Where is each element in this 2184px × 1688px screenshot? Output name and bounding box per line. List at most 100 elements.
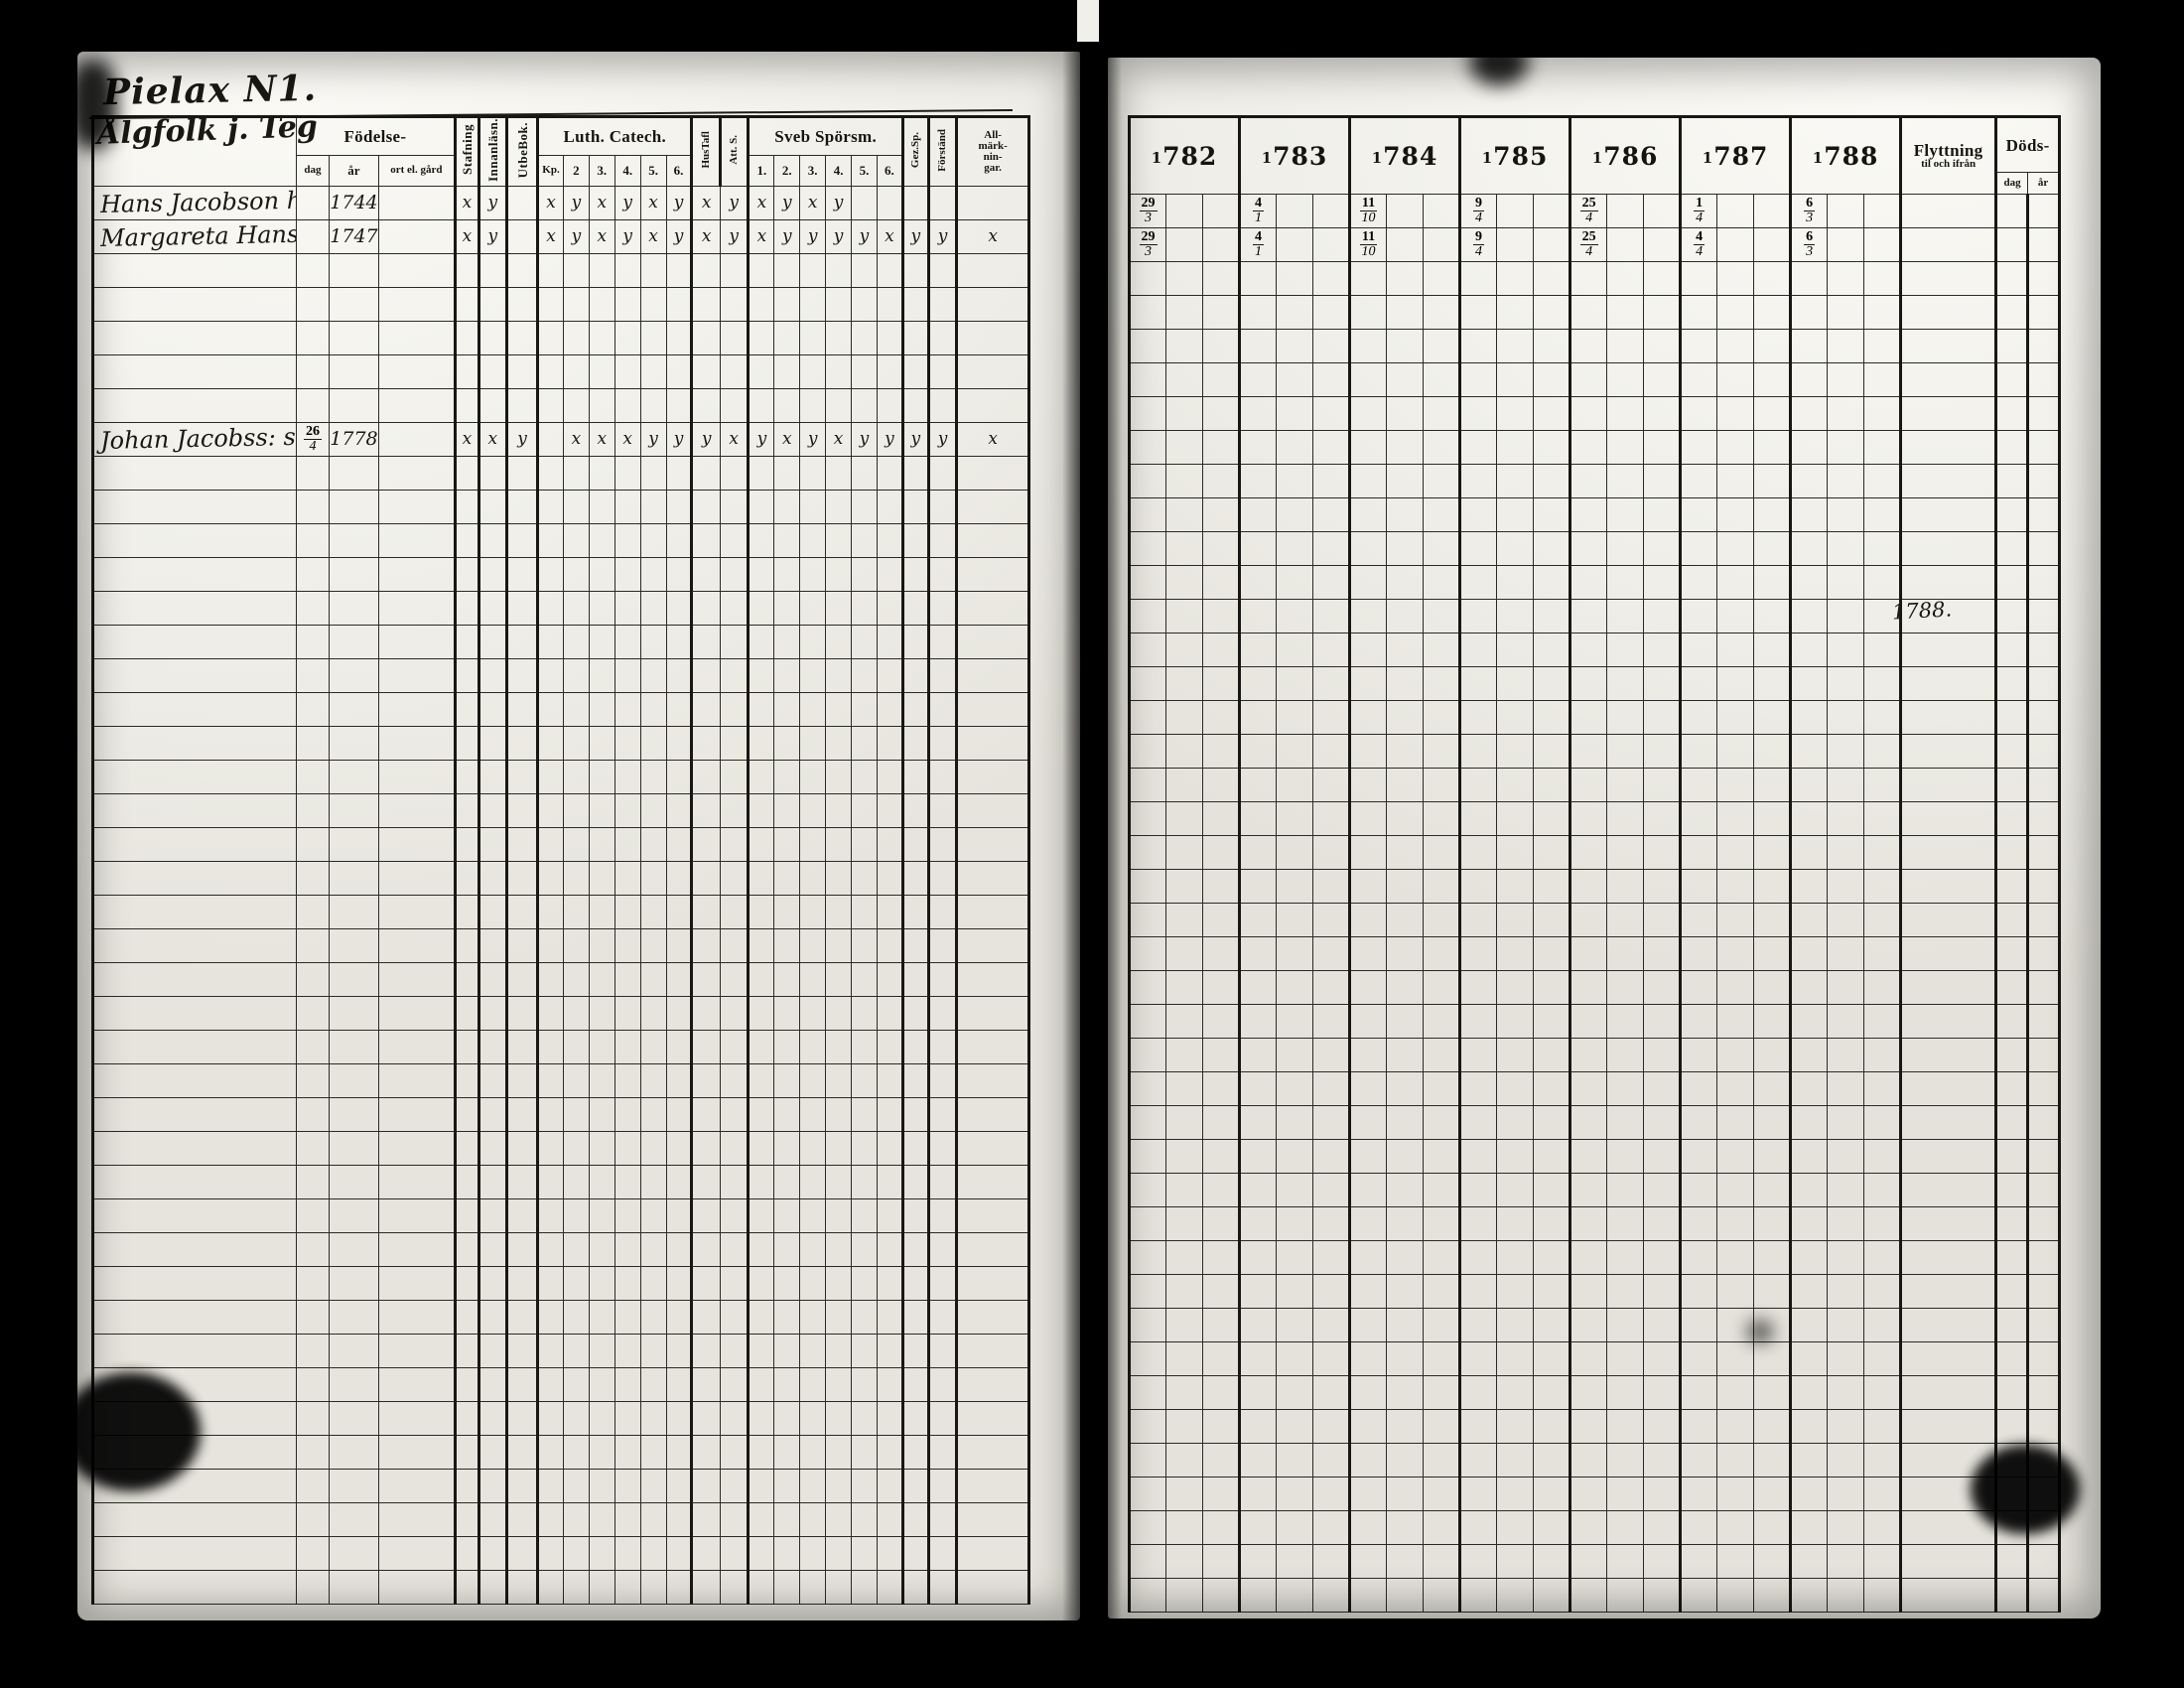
empty-cell <box>536 320 564 355</box>
table-row <box>1128 768 2062 802</box>
empty-cell <box>1496 362 1535 397</box>
empty-cell <box>1312 1544 1351 1579</box>
empty-cell <box>454 1468 479 1503</box>
empty-cell <box>900 1299 929 1335</box>
empty-cell <box>1386 1578 1425 1613</box>
empty-cell <box>1643 1409 1682 1444</box>
empty-cell <box>1827 261 1865 296</box>
empty-cell <box>1496 531 1535 566</box>
empty-cell <box>955 1468 1030 1503</box>
empty-cell <box>1863 464 1902 498</box>
empty-cell <box>1276 464 1314 498</box>
empty-cell <box>1679 599 1718 633</box>
empty-cell <box>562 624 590 659</box>
empty-cell <box>900 995 929 1031</box>
empty-cell <box>1348 1409 1388 1444</box>
empty-cell <box>1716 734 1755 769</box>
empty-cell <box>536 1096 564 1132</box>
empty-cell <box>1827 1038 1865 1072</box>
empty-cell <box>773 860 801 896</box>
empty-cell <box>799 826 827 862</box>
empty-cell <box>719 1468 750 1503</box>
empty-cell <box>1569 1578 1608 1613</box>
empty-cell <box>1753 565 1792 600</box>
empty-cell <box>1533 1578 1571 1613</box>
empty-cell <box>1496 1510 1535 1545</box>
empty-cell <box>1789 295 1829 330</box>
empty-cell <box>1312 329 1351 363</box>
empty-cell <box>454 286 479 322</box>
empty-cell <box>614 522 641 558</box>
empty-cell <box>1128 633 1166 667</box>
empty-cell <box>1606 531 1645 566</box>
empty-cell <box>1238 396 1278 431</box>
empty-cell <box>1201 1443 1241 1477</box>
table-row <box>91 353 1030 389</box>
empty-cell <box>1679 1105 1718 1140</box>
empty-cell <box>690 1569 721 1605</box>
table-row <box>91 1231 1030 1267</box>
table-row <box>1128 734 2062 769</box>
empty-cell <box>955 1231 1030 1267</box>
stafning-header: Stafning <box>454 115 479 187</box>
empty-cell <box>639 1333 667 1368</box>
birth-day-fraction: 26 4 <box>303 423 322 454</box>
empty-cell <box>477 489 508 524</box>
empty-cell <box>1312 1173 1351 1207</box>
empty-cell <box>1165 1341 1203 1376</box>
empty-cell <box>1569 261 1608 296</box>
empty-cell <box>1606 1477 1645 1511</box>
empty-cell <box>639 1197 667 1233</box>
empty-cell <box>377 1029 457 1064</box>
empty-cell <box>1533 835 1571 870</box>
attendance-mark-cell: x <box>454 421 479 457</box>
empty-cell <box>1423 936 1461 971</box>
empty-cell <box>1128 599 1166 633</box>
empty-cell <box>1606 194 1645 228</box>
table-row <box>91 792 1030 828</box>
empty-cell <box>1348 1510 1388 1545</box>
empty-cell <box>1458 531 1498 566</box>
empty-cell <box>614 792 641 828</box>
empty-cell <box>719 556 750 592</box>
empty-cell <box>690 624 721 659</box>
empty-cell <box>329 691 379 727</box>
empty-cell <box>747 1501 775 1537</box>
empty-cell <box>1201 700 1241 735</box>
empty-cell <box>1569 295 1608 330</box>
empty-cell <box>1128 1578 1166 1613</box>
empty-cell <box>1606 599 1645 633</box>
empty-cell <box>562 489 590 524</box>
empty-cell <box>876 489 903 524</box>
catech-sub-2: 2 <box>562 154 590 187</box>
empty-cell <box>1716 1206 1755 1241</box>
empty-cell <box>1569 835 1608 870</box>
empty-cell <box>295 995 331 1031</box>
empty-cell <box>329 252 379 288</box>
empty-cell <box>1386 329 1425 363</box>
book-gutter-shadow <box>1062 30 1122 1658</box>
empty-cell <box>1863 869 1902 904</box>
empty-cell <box>1863 1578 1902 1613</box>
empty-cell <box>2026 835 2062 870</box>
empty-cell <box>1165 1510 1203 1545</box>
empty-cell <box>639 1400 667 1436</box>
empty-cell <box>825 387 853 423</box>
empty-cell <box>1863 295 1902 330</box>
empty-cell <box>665 1231 693 1267</box>
empty-cell <box>1863 936 1902 971</box>
table-row <box>91 1366 1030 1402</box>
empty-cell <box>1606 869 1645 904</box>
empty-cell <box>825 624 853 659</box>
attendance-mark-cell: x <box>562 421 590 457</box>
attendance-mark-cell: y <box>719 185 750 220</box>
empty-cell <box>926 1299 958 1335</box>
empty-cell <box>477 320 508 355</box>
empty-cell <box>329 1501 379 1537</box>
empty-cell <box>1827 1173 1865 1207</box>
attendance-mark-cell: x <box>588 421 615 457</box>
empty-cell <box>1643 970 1682 1005</box>
empty-cell <box>1348 295 1388 330</box>
empty-cell <box>1348 599 1388 633</box>
empty-cell <box>639 1029 667 1064</box>
